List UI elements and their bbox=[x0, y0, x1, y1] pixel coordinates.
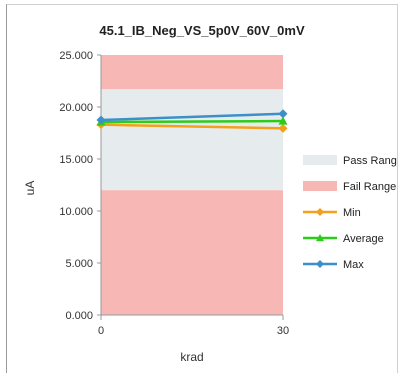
x-tick-label: 30 bbox=[277, 325, 289, 337]
chart-title: 45.1_IB_Neg_VS_5p0V_60V_0mV bbox=[99, 23, 305, 38]
legend-label-max: Max bbox=[343, 259, 364, 271]
data-point-min bbox=[278, 123, 288, 133]
data-point-max bbox=[96, 115, 106, 125]
fail-range-band-lower bbox=[101, 190, 283, 315]
chart-frame: 45.1_IB_Neg_VS_5p0V_60V_0mV uA krad 0.00… bbox=[6, 4, 403, 373]
legend-swatch-fail-range bbox=[303, 181, 337, 191]
x-axis-label: krad bbox=[180, 350, 203, 364]
y-tick-label: 0.000 bbox=[65, 310, 93, 322]
fail-range-band-upper bbox=[101, 55, 283, 90]
chart-svg: 45.1_IB_Neg_VS_5p0V_60V_0mV uA krad 0.00… bbox=[23, 23, 403, 364]
legend-marker-average bbox=[316, 234, 324, 242]
legend-label-min: Min bbox=[343, 207, 361, 219]
legend-label-average: Average bbox=[343, 233, 384, 245]
legend-label-pass-range: Pass Range bbox=[343, 155, 397, 167]
pass-range-band bbox=[101, 89, 283, 191]
y-tick-label: 25.000 bbox=[59, 50, 93, 62]
y-tick-label: 15.000 bbox=[59, 154, 93, 166]
plot-area: 0.000 5.000 10.000 15.000 20.000 25.000 0 30 bbox=[59, 50, 289, 337]
y-tick-label: 5.000 bbox=[65, 258, 93, 270]
legend-label-fail-range: Fail Range bbox=[343, 181, 396, 193]
series-line-max bbox=[100, 112, 284, 122]
x-tick-label: 0 bbox=[98, 325, 104, 337]
y-axis-label: uA bbox=[23, 181, 37, 196]
series-line-min bbox=[100, 123, 284, 130]
legend-marker-min bbox=[316, 208, 324, 216]
legend-swatch-pass-range bbox=[303, 155, 337, 165]
legend-marker-max bbox=[316, 260, 324, 268]
data-point-max bbox=[278, 109, 288, 119]
y-tick-label: 10.000 bbox=[59, 206, 93, 218]
data-point-average bbox=[278, 116, 288, 125]
y-tick-label: 20.000 bbox=[59, 102, 93, 114]
series-line-average bbox=[100, 119, 284, 124]
legend: Pass Range Fail Range Min Average Max bbox=[303, 155, 403, 271]
